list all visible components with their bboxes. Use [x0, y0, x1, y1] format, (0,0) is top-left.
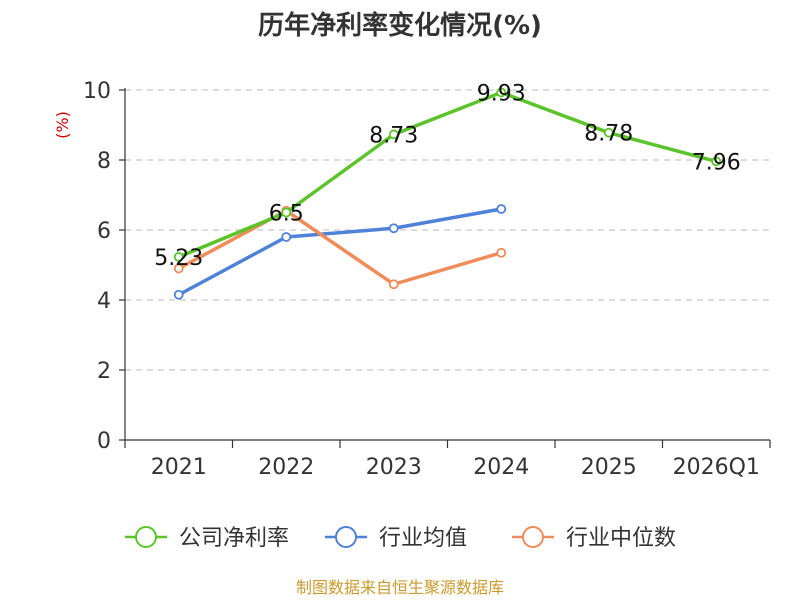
data-label: 6.5: [269, 202, 304, 227]
legend-label: 行业均值: [379, 526, 467, 551]
x-tick-label: 2021: [151, 455, 207, 480]
legend-marker: [522, 526, 544, 548]
data-label: 5.23: [154, 246, 203, 271]
data-label: 7.96: [692, 150, 741, 175]
data-point: [388, 129, 399, 140]
y-tick-label: 10: [83, 79, 111, 104]
legend-item[interactable]: 行业中位数: [512, 526, 676, 551]
data-label: 8.78: [584, 122, 633, 147]
y-tick-label: 8: [97, 149, 111, 174]
x-tick-label: 2025: [581, 455, 637, 480]
series-line: [177, 207, 502, 297]
data-point: [173, 263, 184, 274]
axes: 0 2 4 6 8 10 2021 2022 2023 2024 2025 2026Q1: [83, 79, 771, 480]
data-label: 9.93: [477, 81, 526, 106]
data-point: [496, 87, 507, 98]
chart-title: 历年净利率变化情况(%): [258, 10, 542, 41]
y-axis-label: (%): [53, 111, 72, 139]
data-point: [388, 223, 399, 234]
legend-label: 公司净利率: [179, 526, 289, 551]
data-point: [173, 289, 184, 300]
series-line: [178, 90, 717, 259]
series-group: 5.23 6.5 8.73 9.93 8.78 7.96: [154, 81, 741, 300]
legend-marker: [135, 526, 157, 548]
legend[interactable]: 公司净利率 行业均值 行业中位数: [125, 526, 676, 551]
y-tick-label: 0: [97, 429, 111, 454]
legend-item[interactable]: 行业均值: [325, 526, 467, 551]
x-tick-label: 2022: [258, 455, 314, 480]
grid: [125, 89, 770, 371]
source-note: 制图数据来自恒生聚源数据库: [296, 578, 504, 597]
x-tick-label: 2024: [473, 455, 529, 480]
data-point: [603, 127, 614, 138]
legend-item[interactable]: 公司净利率: [125, 526, 289, 551]
data-point: [711, 156, 722, 167]
y-tick-label: 6: [97, 219, 111, 244]
series-line: [177, 209, 502, 286]
y-tick-label: 2: [97, 359, 111, 384]
legend-marker: [335, 526, 357, 548]
data-point: [496, 247, 507, 258]
x-tick-label: 2023: [366, 455, 422, 480]
x-tick-label: 2026Q1: [673, 455, 760, 480]
data-point: [496, 204, 507, 214]
data-point: [281, 232, 292, 242]
data-label: 8.73: [369, 123, 418, 148]
y-tick-label: 4: [97, 289, 111, 314]
data-point: [281, 207, 292, 218]
data-point: [388, 279, 399, 290]
data-point: [173, 252, 184, 262]
legend-label: 行业中位数: [566, 526, 676, 551]
